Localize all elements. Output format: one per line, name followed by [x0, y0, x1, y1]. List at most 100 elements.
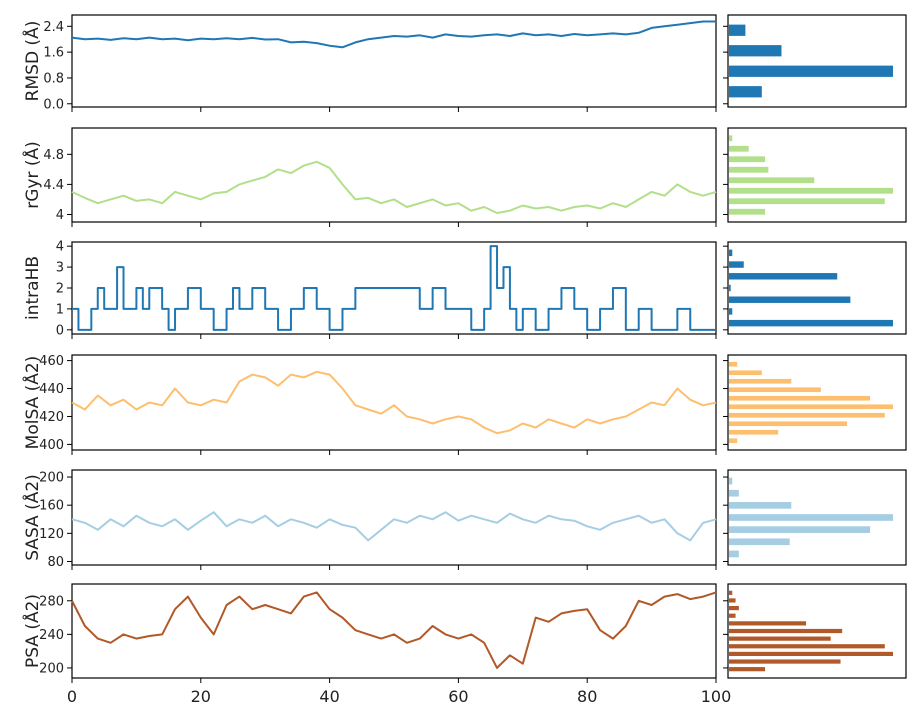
- y-tick-label: 2: [56, 282, 64, 297]
- hist-bar: [729, 526, 871, 533]
- y-axis-label: RMSD (Å): [21, 21, 43, 102]
- hist-bar: [729, 438, 738, 444]
- x-tick-label: 100: [701, 687, 732, 706]
- hist-frame: [727, 14, 907, 108]
- hist-bar: [729, 659, 841, 664]
- y-tick-label: 200: [39, 471, 64, 486]
- y-tick-label: 460: [39, 354, 64, 369]
- series-line: [71, 370, 717, 435]
- series-line: [71, 160, 717, 214]
- axes-frame: [71, 354, 717, 451]
- x-tick-label: 0: [67, 687, 77, 706]
- hist-bar: [729, 387, 821, 393]
- series-line: [71, 511, 717, 542]
- hist-bar: [729, 187, 893, 194]
- hist-bar: [729, 613, 736, 618]
- hist-bar: [729, 177, 815, 184]
- hist-bar: [729, 429, 779, 435]
- panel-2: 0 1 2 3 4 intraHB: [23, 240, 907, 339]
- hist-bar: [729, 361, 738, 367]
- y-tick-label: 1: [56, 302, 64, 317]
- hist-bar: [729, 273, 838, 280]
- y-tick-label: 400: [39, 438, 64, 453]
- hist-bar: [729, 135, 733, 142]
- hist-bar: [729, 296, 851, 303]
- axes-frame: [71, 14, 717, 108]
- x-tick-label: 80: [577, 687, 597, 706]
- y-axis-label: PSA (Å2): [21, 594, 43, 668]
- y-axis-label: SASA (Å2): [21, 474, 43, 561]
- hist-bar: [729, 145, 749, 152]
- hist-bar: [729, 538, 790, 546]
- y-tick-label: 280: [39, 594, 64, 609]
- y-axis-label: rGyr (Å): [21, 141, 43, 209]
- y-tick-label: 2.4: [43, 20, 64, 35]
- y-tick-label: 160: [39, 499, 64, 514]
- x-tick-label: 20: [191, 687, 211, 706]
- hist-bar: [729, 636, 831, 641]
- axes-frame: [71, 127, 717, 223]
- hist-bar: [729, 667, 766, 672]
- y-tick-label: 0.8: [43, 71, 64, 86]
- hist-bar: [729, 308, 733, 315]
- hist-frame: [727, 354, 907, 451]
- hist-bar: [729, 208, 766, 215]
- y-tick-label: 4: [56, 208, 64, 223]
- hist-bar: [729, 24, 746, 36]
- hist-bar: [729, 319, 893, 327]
- hist-bar: [729, 605, 739, 611]
- hist-bar: [729, 284, 731, 292]
- hist-bar: [729, 550, 739, 558]
- y-tick-label: 240: [39, 628, 64, 643]
- y-axis-label: intraHB: [23, 256, 43, 320]
- y-tick-label: 4.4: [43, 178, 64, 193]
- hist-bar: [729, 261, 744, 268]
- hist-bar: [729, 651, 893, 657]
- series-line: [71, 591, 717, 669]
- axes-frame: [71, 469, 717, 566]
- hist-frame: [727, 583, 907, 679]
- hist-bar: [729, 514, 893, 521]
- hist-bar: [729, 598, 736, 603]
- hist-bar: [729, 395, 871, 401]
- hist-bar: [729, 86, 762, 98]
- y-tick-label: 0.0: [43, 97, 64, 112]
- hist-bar: [729, 628, 843, 634]
- hist-bar: [729, 198, 885, 205]
- y-tick-label: 120: [39, 527, 64, 542]
- hist-frame: [727, 469, 907, 566]
- y-tick-label: 4.8: [43, 148, 64, 163]
- hist-bar: [729, 65, 893, 77]
- series-line: [72, 245, 716, 331]
- hist-bar: [729, 621, 807, 626]
- y-tick-label: 0: [56, 323, 64, 338]
- y-axis-label: MolSA (Å2): [21, 356, 43, 450]
- hist-bar: [729, 378, 792, 384]
- y-tick-label: 3: [56, 261, 64, 276]
- y-tick-label: 4: [56, 240, 64, 255]
- y-tick-label: 420: [39, 410, 64, 425]
- y-tick-label: 200: [39, 661, 64, 676]
- hist-bar: [729, 370, 762, 376]
- hist-bar: [729, 644, 885, 649]
- hist-bar: [729, 166, 769, 173]
- x-tick-label: 60: [448, 687, 468, 706]
- hist-frame: [727, 127, 907, 223]
- y-tick-label: 80: [47, 555, 64, 570]
- y-tick-label: 440: [39, 382, 64, 397]
- series-line: [71, 20, 716, 49]
- axes-frame: [71, 583, 717, 679]
- y-tick-label: 1.6: [43, 46, 64, 61]
- hist-bar: [729, 421, 848, 427]
- hist-bar: [729, 477, 733, 485]
- hist-bar: [729, 404, 893, 410]
- hist-bar: [729, 502, 792, 509]
- x-tick-label: 40: [319, 687, 339, 706]
- hist-bar: [729, 412, 885, 418]
